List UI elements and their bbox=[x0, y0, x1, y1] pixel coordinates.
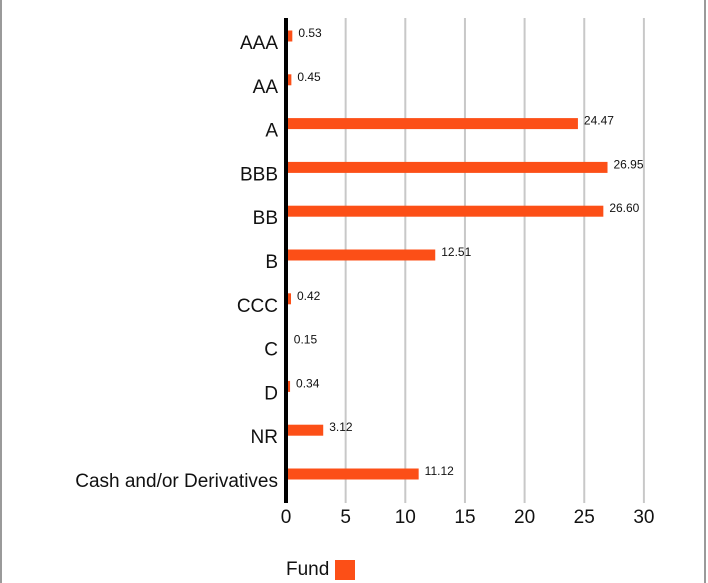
bar-bb bbox=[286, 205, 604, 217]
category-label: BBB bbox=[240, 164, 278, 185]
bar-cash-and-or-derivatives bbox=[286, 468, 419, 480]
category-label: D bbox=[264, 383, 278, 404]
bar-bbb bbox=[286, 161, 608, 173]
value-label: 11.12 bbox=[425, 464, 454, 478]
category-label: C bbox=[264, 340, 278, 361]
category-label: A bbox=[265, 121, 278, 142]
bars bbox=[286, 30, 608, 480]
category-label: Cash and/or Derivatives bbox=[75, 471, 278, 492]
value-label: 0.53 bbox=[298, 26, 322, 40]
category-label: BB bbox=[253, 208, 278, 229]
category-label: CCC bbox=[237, 296, 278, 317]
bar-aaa bbox=[286, 30, 293, 42]
bar-b bbox=[286, 249, 436, 261]
bar-aa bbox=[286, 74, 292, 86]
x-tick-labels: 0 5 10 15 20 25 30 bbox=[281, 507, 655, 528]
legend: Fund bbox=[286, 559, 356, 581]
gridlines bbox=[344, 18, 645, 503]
bar-d bbox=[286, 380, 291, 392]
x-tick-label: 5 bbox=[340, 507, 351, 528]
bar-a bbox=[286, 118, 578, 130]
category-label: AAA bbox=[240, 33, 278, 54]
x-tick-label: 15 bbox=[454, 507, 475, 528]
category-label: AA bbox=[253, 77, 279, 98]
legend-label: Fund bbox=[286, 559, 330, 580]
value-label: 24.47 bbox=[584, 114, 614, 128]
bar-nr bbox=[286, 424, 324, 436]
category-label: B bbox=[265, 252, 278, 273]
value-label: 3.12 bbox=[329, 420, 353, 434]
category-label: NR bbox=[251, 427, 278, 448]
value-label: 26.60 bbox=[609, 201, 639, 215]
value-label: 12.51 bbox=[441, 245, 471, 259]
value-label: 0.45 bbox=[297, 70, 321, 84]
x-tick-label: 10 bbox=[395, 507, 416, 528]
value-labels: 0.53 0.45 24.47 26.95 26.60 12.51 0.42 0.15 0.34… bbox=[294, 26, 644, 478]
value-label: 0.15 bbox=[294, 333, 318, 347]
bar-ccc bbox=[286, 293, 292, 305]
x-tick-label: 0 bbox=[281, 507, 292, 528]
x-tick-label: 20 bbox=[514, 507, 535, 528]
value-label: 26.95 bbox=[614, 157, 644, 171]
value-label: 0.34 bbox=[296, 376, 320, 390]
legend-swatch bbox=[335, 560, 356, 580]
value-label: 0.42 bbox=[297, 289, 321, 303]
x-tick-label: 30 bbox=[633, 507, 654, 528]
x-tick-label: 25 bbox=[574, 507, 595, 528]
